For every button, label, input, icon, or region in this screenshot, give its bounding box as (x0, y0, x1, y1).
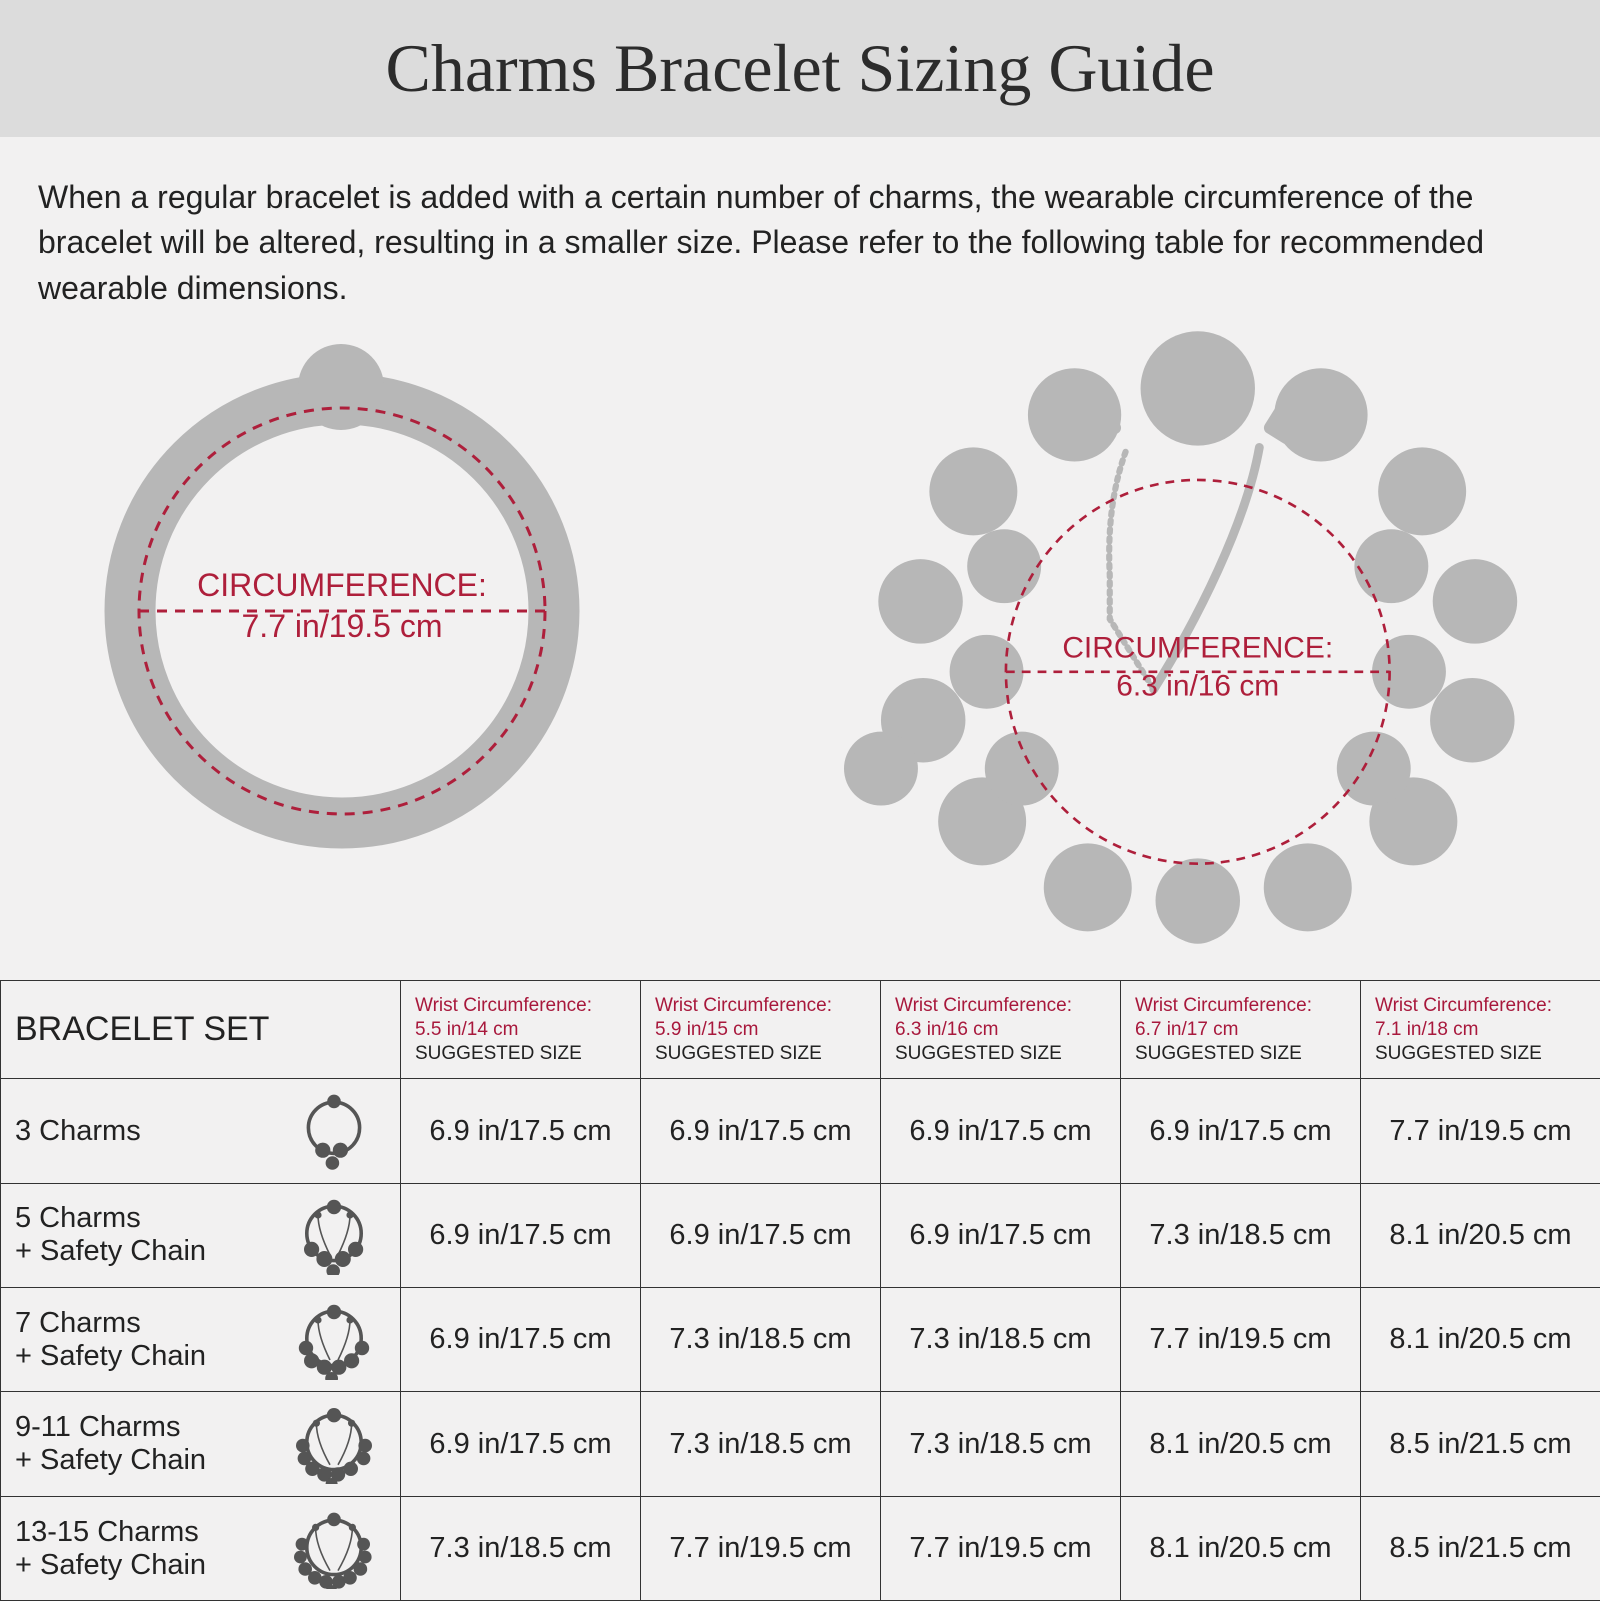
svg-text:CIRCUMFERENCE:: CIRCUMFERENCE: (197, 567, 487, 603)
svg-text:CIRCUMFERENCE:: CIRCUMFERENCE: (1062, 632, 1333, 665)
svg-text:7.7 in/19.5 cm: 7.7 in/19.5 cm (242, 608, 443, 644)
svg-text:6.3 in/16 cm: 6.3 in/16 cm (1116, 670, 1279, 703)
